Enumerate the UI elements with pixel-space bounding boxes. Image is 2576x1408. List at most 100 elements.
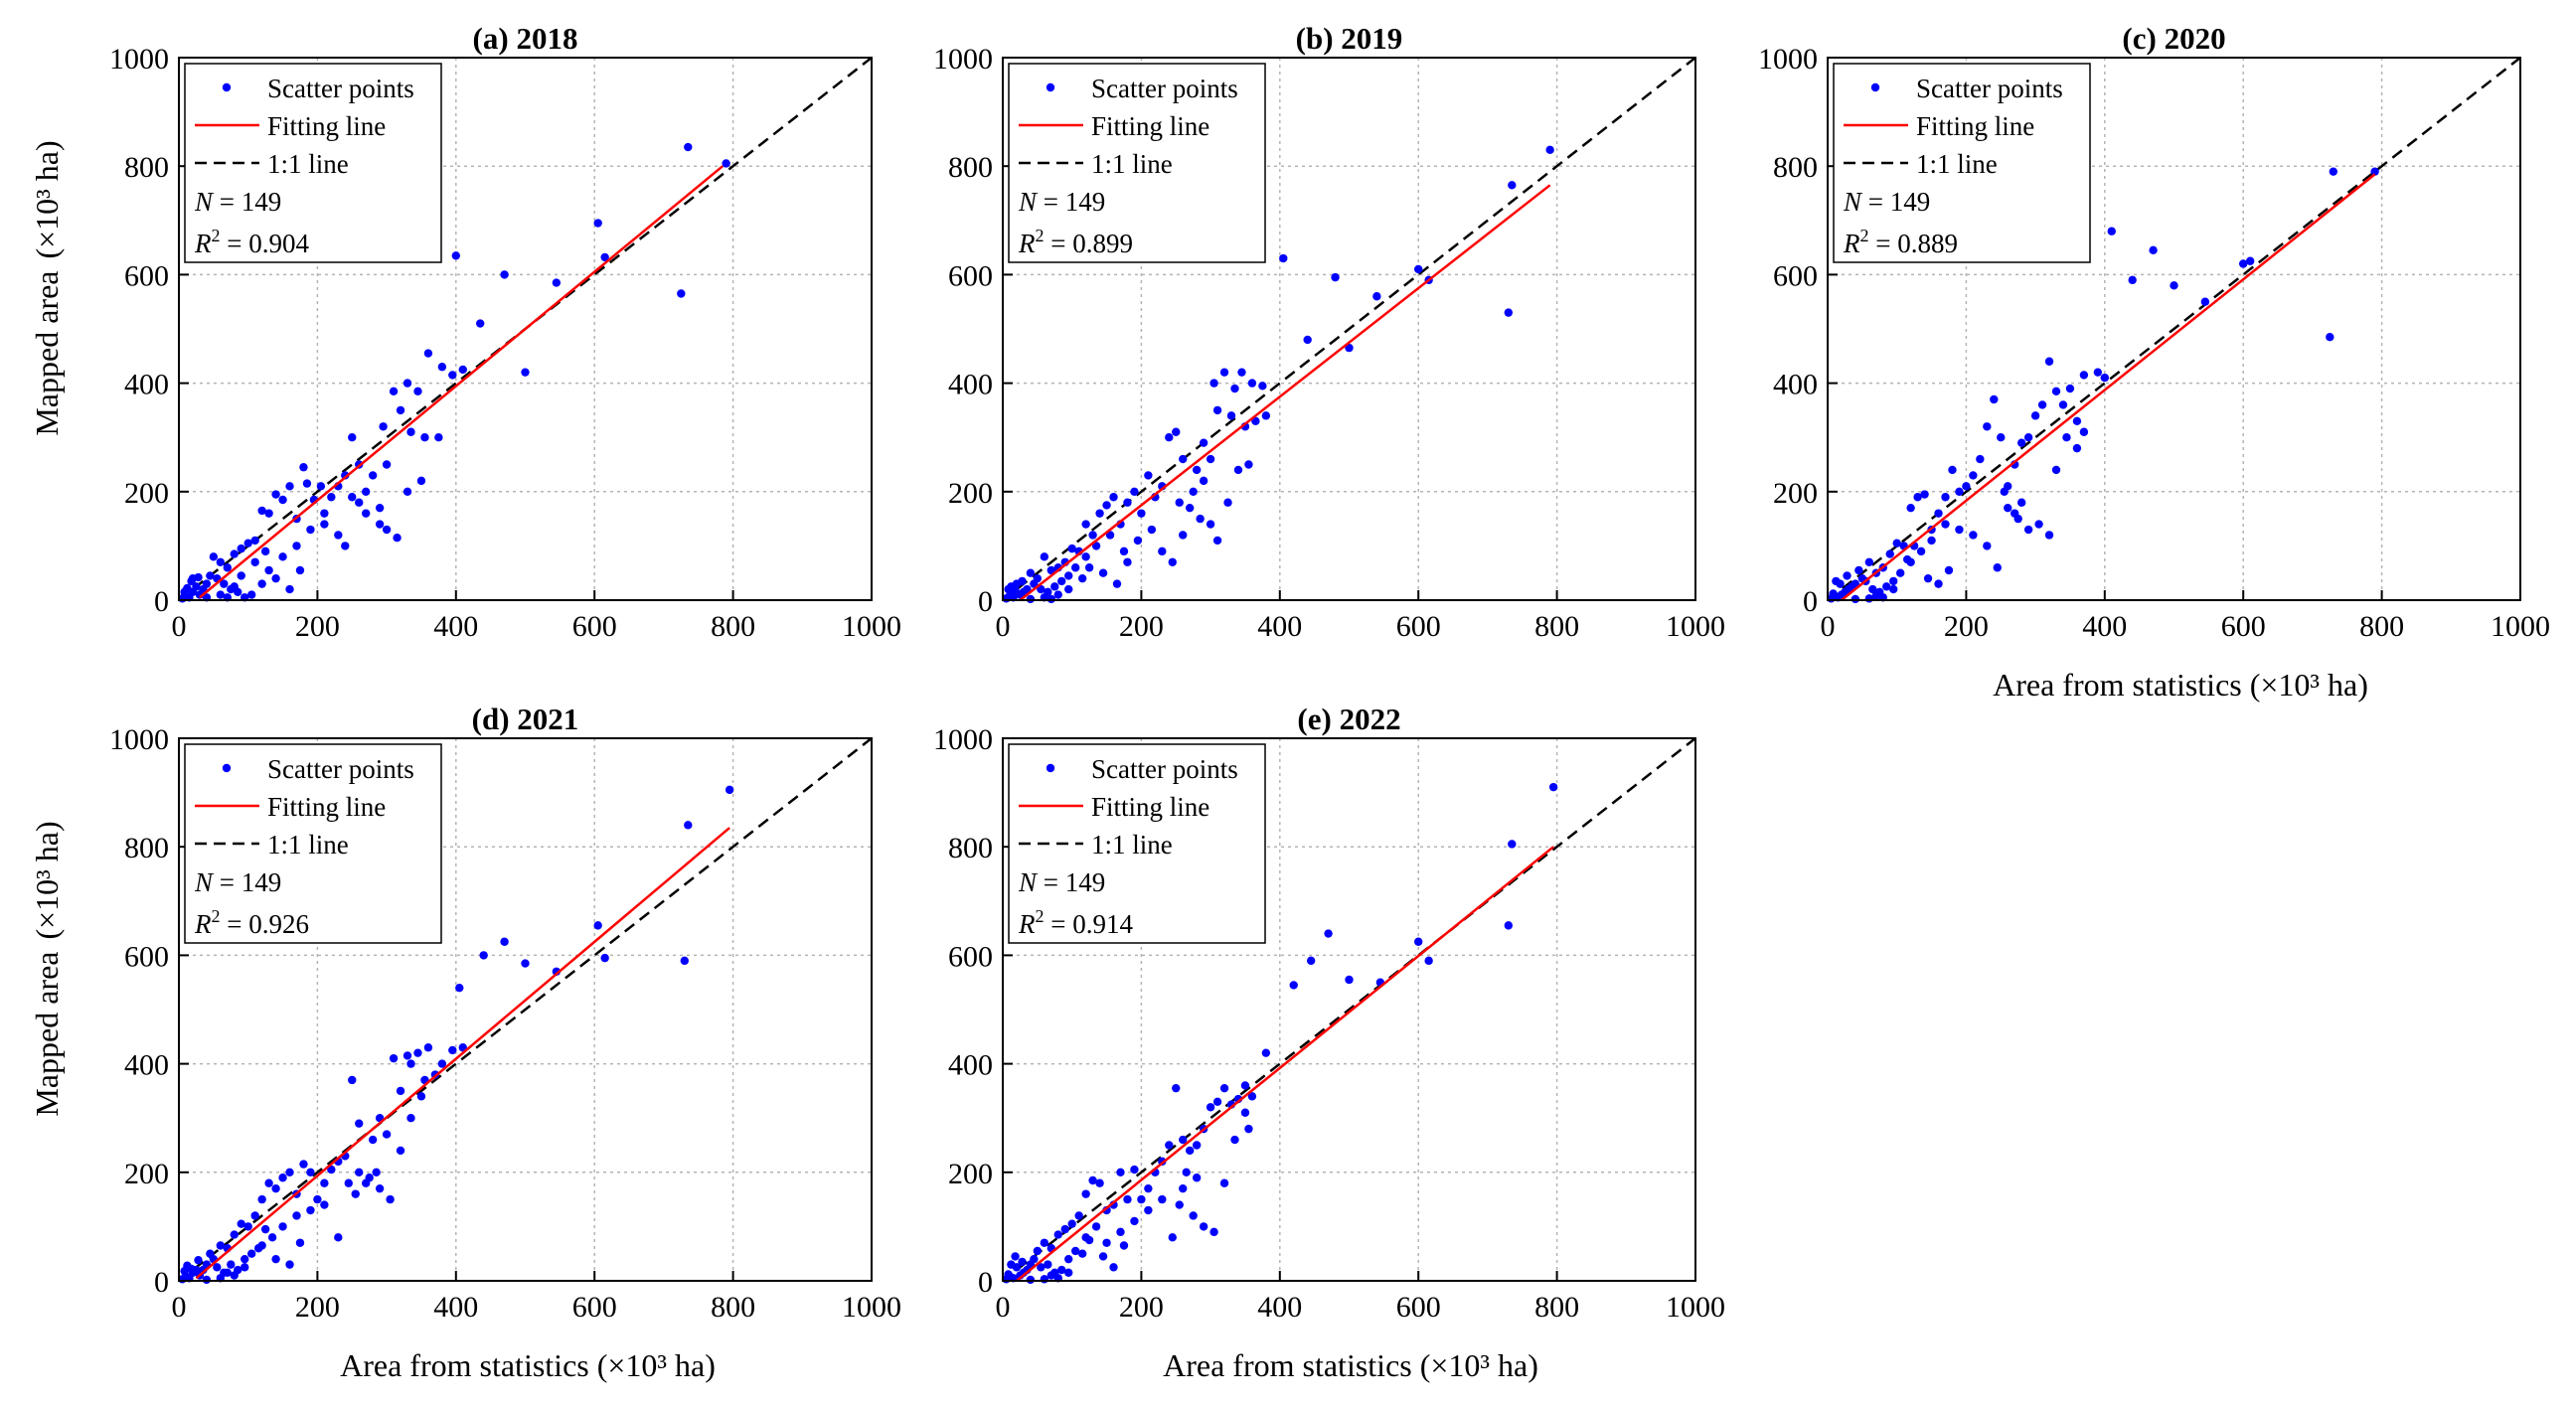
scatter-point [2058, 400, 2068, 409]
scatter-point [1209, 379, 1218, 388]
scatter-point [1046, 1271, 1055, 1280]
legend-fit-label: Fitting line [1091, 792, 1209, 822]
scatter-point [292, 542, 301, 550]
scatter-point [1548, 782, 1558, 792]
scatter-point [1230, 384, 1239, 393]
scatter-point [1240, 1081, 1250, 1090]
scatter-point [237, 571, 245, 580]
y-tick-label: 400 [948, 1049, 993, 1082]
scatter-point [1247, 379, 1257, 388]
scatter-point [1067, 1219, 1076, 1228]
y-tick-label: 0 [1803, 585, 1818, 618]
scatter-point [202, 1275, 212, 1285]
x-tick-label: 600 [1396, 1291, 1441, 1324]
x-tick-label: 1000 [842, 610, 901, 643]
scatter-point [1084, 563, 1094, 572]
scatter-point [1081, 1189, 1090, 1198]
scatter-point [593, 219, 602, 228]
scatter-point [386, 1194, 395, 1204]
chart-title: (c) 2020 [2122, 21, 2225, 56]
scatter-point [1081, 520, 1090, 529]
scatter-point [260, 547, 270, 556]
scatter-point [2200, 297, 2210, 306]
legend-one-to-one-label: 1:1 line [1091, 149, 1173, 179]
scatter-point [243, 539, 252, 548]
scatter-point [1969, 531, 1978, 540]
svg-text:Mapped area(×10³ ha): Mapped area (×10³ ha) [29, 821, 65, 1116]
y-tick-label: 400 [124, 1049, 169, 1082]
fitting-line [195, 827, 730, 1280]
scatter-point [1504, 308, 1514, 317]
x-axis-label-c: Area from statistics (×10³ ha) [1993, 667, 2368, 703]
scatter-point [1990, 394, 1999, 404]
scatter-point [1165, 1141, 1174, 1150]
scatter-point [257, 579, 266, 588]
scatter-point [684, 821, 693, 830]
scatter-point [1070, 563, 1080, 572]
scatter-point [188, 573, 198, 583]
scatter-point [1172, 1083, 1181, 1093]
scatter-point [1882, 582, 1891, 591]
y-tick-label: 800 [948, 151, 993, 184]
y-tick-label: 0 [154, 1266, 169, 1299]
y-tick-label: 0 [978, 585, 993, 618]
y-tick-label: 600 [124, 940, 169, 973]
svg-text:Mapped area(×10³ ha): Mapped area (×10³ ha) [29, 140, 65, 435]
legend-fit-label: Fitting line [1091, 111, 1209, 141]
scatter-point [1199, 476, 1208, 486]
scatter-point [1116, 1227, 1125, 1237]
scatter-point [209, 552, 219, 561]
scatter-point [372, 1168, 381, 1177]
scatter-point [1119, 1241, 1129, 1250]
y-axis-unit-text: (×10³ ha) [29, 821, 65, 939]
scatter-point [1033, 1246, 1043, 1256]
scatter-point [2079, 427, 2089, 436]
scatter-point [375, 520, 385, 529]
x-tick-label: 400 [433, 1291, 478, 1324]
scatter-point [361, 487, 371, 496]
x-tick-label: 800 [1534, 1291, 1579, 1324]
scatter-point [223, 1268, 232, 1278]
scatter-point [1109, 493, 1118, 502]
scatter-point [361, 1178, 371, 1187]
scatter-point [1258, 382, 1267, 391]
r2-annotation: R2 = 0.889 [1843, 226, 1958, 258]
scatter-point [1179, 1183, 1188, 1193]
x-tick-label: 1000 [1666, 610, 1725, 643]
scatter-point [402, 1051, 412, 1060]
scatter-point [1885, 549, 1894, 558]
scatter-point [389, 1053, 399, 1063]
y-tick-label: 800 [124, 151, 169, 184]
plot-frame [178, 737, 873, 1282]
scatter-point [1074, 1211, 1083, 1220]
scatter-point [237, 1219, 245, 1228]
chart-title: (a) 2018 [473, 21, 578, 56]
scatter-point [680, 956, 690, 966]
scatter-point [230, 1271, 239, 1280]
y-tick-label: 800 [948, 832, 993, 864]
scatter-point [500, 937, 509, 946]
scatter-point [1098, 1252, 1108, 1261]
scatter-point [1948, 465, 1957, 475]
x-tick-label: 800 [711, 1291, 755, 1324]
scatter-point [1345, 975, 1354, 985]
scatter-point [1289, 981, 1298, 990]
scatter-point [1175, 498, 1184, 507]
x-tick-label: 200 [1119, 610, 1164, 643]
scatter-point [348, 433, 357, 442]
scatter-point [458, 365, 467, 375]
x-tick-label: 200 [1944, 610, 1989, 643]
scatter-point [230, 582, 239, 591]
scatter-point [375, 503, 385, 513]
legend-one-to-one-label: 1:1 line [1091, 830, 1173, 860]
legend-scatter-label: Scatter points [1091, 754, 1238, 784]
legend-scatter-marker [222, 763, 232, 773]
scatter-point [413, 387, 422, 395]
scatter-point [2149, 245, 2158, 255]
scatter-point [2023, 433, 2033, 442]
scatter-point [1064, 584, 1073, 594]
scatter-point [1172, 427, 1181, 436]
scatter-point [187, 1264, 196, 1274]
scatter-point [230, 1230, 239, 1239]
scatter-point [1179, 531, 1188, 540]
